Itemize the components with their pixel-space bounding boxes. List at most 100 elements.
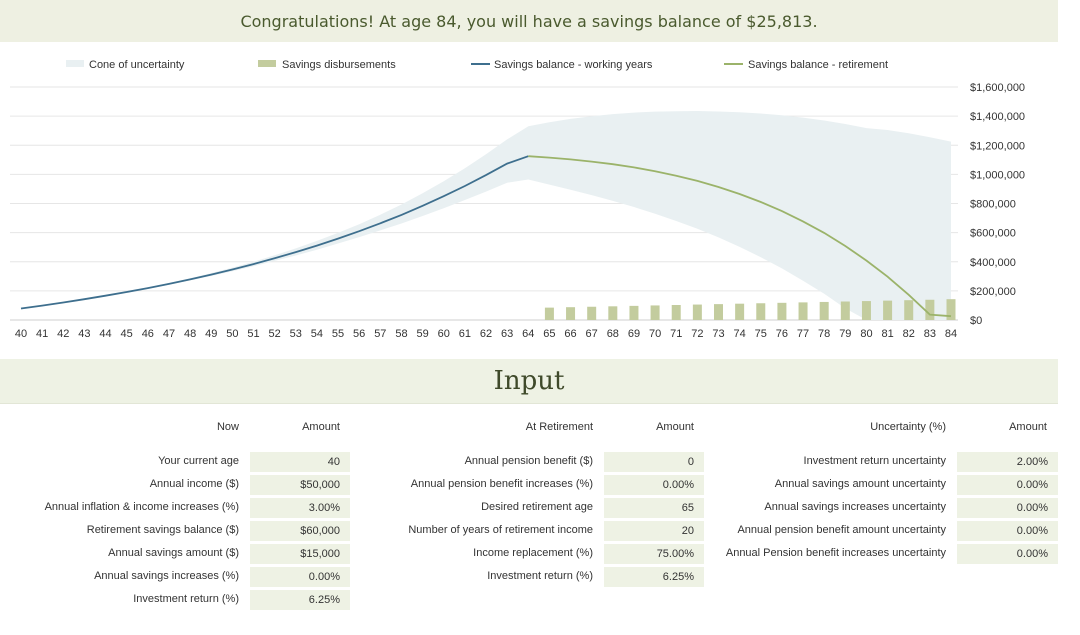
input-value-field[interactable]: 6.25% <box>250 590 350 610</box>
retirement-amount-header: Amount <box>656 421 694 433</box>
legend-retirement-label: Savings balance - retirement <box>748 59 888 71</box>
x-tick-label: 56 <box>353 328 365 340</box>
x-tick-label: 43 <box>78 328 90 340</box>
y-tick-label: $0 <box>970 315 982 327</box>
input-value-field[interactable]: 75.00% <box>604 544 704 564</box>
disbursement-bar <box>587 306 597 320</box>
now-amount-header: Amount <box>302 421 340 433</box>
x-tick-label: 81 <box>881 328 893 340</box>
x-tick-label: 42 <box>57 328 69 340</box>
input-value-field[interactable]: 0.00% <box>250 567 350 587</box>
input-value-field[interactable]: $50,000 <box>250 475 350 495</box>
x-tick-label: 82 <box>903 328 915 340</box>
input-value-field[interactable]: 0.00% <box>957 475 1058 495</box>
input-value-field[interactable]: 0.00% <box>604 475 704 495</box>
disbursement-bar <box>671 305 681 320</box>
disbursement-bar <box>904 300 914 320</box>
y-tick-label: $800,000 <box>970 199 1016 211</box>
input-label: Annual savings increases uncertainty <box>764 501 946 513</box>
x-tick-label: 65 <box>543 328 555 340</box>
input-label: Investment return uncertainty <box>803 455 946 467</box>
x-tick-label: 54 <box>311 328 323 340</box>
y-tick-label: $1,000,000 <box>970 169 1025 181</box>
input-label: Annual pension benefit ($) <box>464 455 593 467</box>
x-tick-label: 76 <box>776 328 788 340</box>
x-tick-label: 61 <box>459 328 471 340</box>
input-label: Investment return (%) <box>133 593 239 605</box>
input-value-field[interactable]: $15,000 <box>250 544 350 564</box>
disbursement-bar <box>925 299 935 320</box>
input-label: Your current age <box>158 455 239 467</box>
legend-working-label: Savings balance - working years <box>494 59 653 71</box>
input-label: Income replacement (%) <box>473 547 593 559</box>
disbursement-bar <box>692 304 702 320</box>
x-tick-label: 49 <box>205 328 217 340</box>
x-tick-label: 41 <box>36 328 48 340</box>
disbursement-bar <box>629 305 639 320</box>
x-tick-label: 68 <box>607 328 619 340</box>
input-value-field[interactable]: 65 <box>604 498 704 518</box>
input-label: Retirement savings balance ($) <box>86 524 239 536</box>
input-value-field[interactable]: 2.00% <box>957 452 1058 472</box>
retirement-header: At Retirement <box>525 421 593 433</box>
input-label: Annual pension benefit increases (%) <box>410 478 593 490</box>
x-tick-label: 78 <box>818 328 830 340</box>
input-value-field[interactable]: $60,000 <box>250 521 350 541</box>
legend-cone-swatch <box>66 60 84 67</box>
x-tick-label: 46 <box>142 328 154 340</box>
working-years-line <box>20 155 529 310</box>
input-label: Annual inflation & income increases (%) <box>44 501 239 513</box>
x-tick-label: 40 <box>15 328 27 340</box>
x-tick-label: 72 <box>691 328 703 340</box>
x-tick-label: 62 <box>480 328 492 340</box>
legend-disbursements-label: Savings disbursements <box>282 59 396 71</box>
disbursement-bar <box>777 302 787 320</box>
disbursement-bar <box>946 299 956 320</box>
input-label: Annual savings amount ($) <box>108 547 239 559</box>
uncertainty-header: Uncertainty (%) <box>870 421 946 433</box>
x-tick-label: 75 <box>755 328 767 340</box>
disbursement-bar <box>819 301 829 320</box>
input-value-field[interactable]: 6.25% <box>604 567 704 587</box>
x-tick-label: 51 <box>247 328 259 340</box>
legend-cone-label: Cone of uncertainty <box>89 59 185 71</box>
savings-chart: $0 $200,000 $400,000 $600,000 $800,000 $1,000… <box>10 59 1025 340</box>
input-label: Annual pension benefit amount uncertaint… <box>737 524 946 536</box>
input-value-field[interactable]: 0.00% <box>957 544 1058 564</box>
y-tick-label: $1,600,000 <box>970 82 1025 94</box>
input-value-field[interactable]: 20 <box>604 521 704 541</box>
disbursement-bar <box>735 303 745 320</box>
y-tick-label: $600,000 <box>970 228 1016 240</box>
legend-disbursements-swatch <box>258 60 276 67</box>
input-value-field[interactable]: 0.00% <box>957 498 1058 518</box>
y-tick-label: $1,200,000 <box>970 140 1025 152</box>
x-tick-label: 77 <box>797 328 809 340</box>
input-title: Input <box>493 366 565 396</box>
x-tick-label: 63 <box>501 328 513 340</box>
x-tick-label: 55 <box>332 328 344 340</box>
x-tick-label: 50 <box>226 328 238 340</box>
input-section-header: Input <box>0 359 1058 403</box>
input-value-field[interactable]: 3.00% <box>250 498 350 518</box>
x-tick-label: 45 <box>121 328 133 340</box>
input-label: Number of years of retirement income <box>408 524 593 536</box>
x-tick-label: 79 <box>839 328 851 340</box>
disbursement-bar <box>798 302 808 320</box>
x-tick-label: 57 <box>374 328 386 340</box>
input-value-field[interactable]: 0.00% <box>957 521 1058 541</box>
x-tick-label: 73 <box>712 328 724 340</box>
now-header: Now <box>216 421 239 433</box>
x-tick-label: 70 <box>649 328 661 340</box>
x-tick-label: 74 <box>734 328 746 340</box>
x-tick-label: 48 <box>184 328 196 340</box>
x-tick-label: 84 <box>945 328 957 340</box>
disbursement-bar <box>566 307 576 320</box>
y-tick-label: $200,000 <box>970 286 1016 298</box>
x-tick-label: 66 <box>564 328 576 340</box>
y-tick-label: $1,400,000 <box>970 111 1025 123</box>
input-label: Annual savings increases (%) <box>94 570 239 582</box>
input-value-field[interactable]: 0 <box>604 452 704 472</box>
input-value-field[interactable]: 40 <box>250 452 350 472</box>
disbursement-bar <box>544 307 554 320</box>
summary-banner: Congratulations! At age 84, you will hav… <box>0 0 1058 42</box>
